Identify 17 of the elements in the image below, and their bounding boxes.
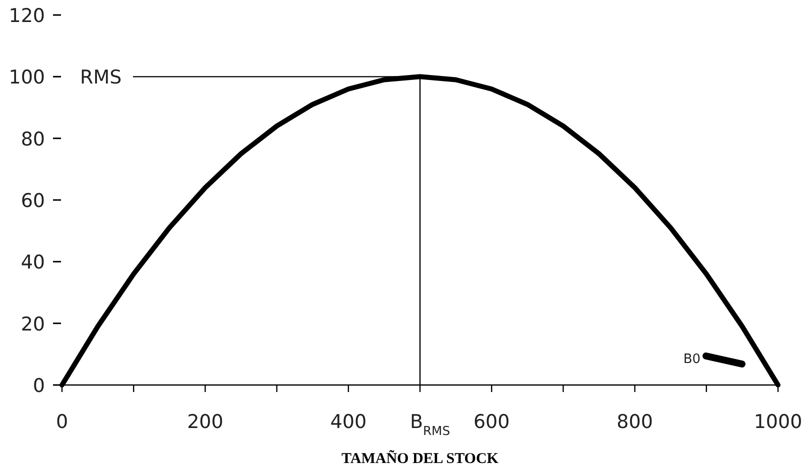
x-tick-label: 200 [187, 411, 224, 433]
y-tick-label: 80 [20, 128, 45, 150]
x-axis-title: TAMAÑO DEL STOCK [342, 450, 499, 467]
annotation: B0 [683, 352, 701, 367]
x-tick-label: 800 [616, 411, 653, 433]
x-tick-label: 0 [56, 411, 68, 433]
x-tick-label: 400 [330, 411, 367, 433]
y-tick-label: 40 [20, 252, 45, 274]
y-tick-label: 100 [8, 66, 45, 89]
y-tick-label: 60 [20, 190, 45, 212]
y-tick-label: 120 [8, 5, 45, 27]
x-tick-label: 600 [473, 411, 510, 433]
y-tick-label: 0 [32, 375, 45, 397]
ref-line-label: B$_{RMS}$ [410, 411, 450, 438]
x-tick-label: 1000 [754, 411, 802, 433]
ref-line-label: RMS [80, 66, 122, 89]
y-tick-label: 20 [20, 313, 45, 336]
